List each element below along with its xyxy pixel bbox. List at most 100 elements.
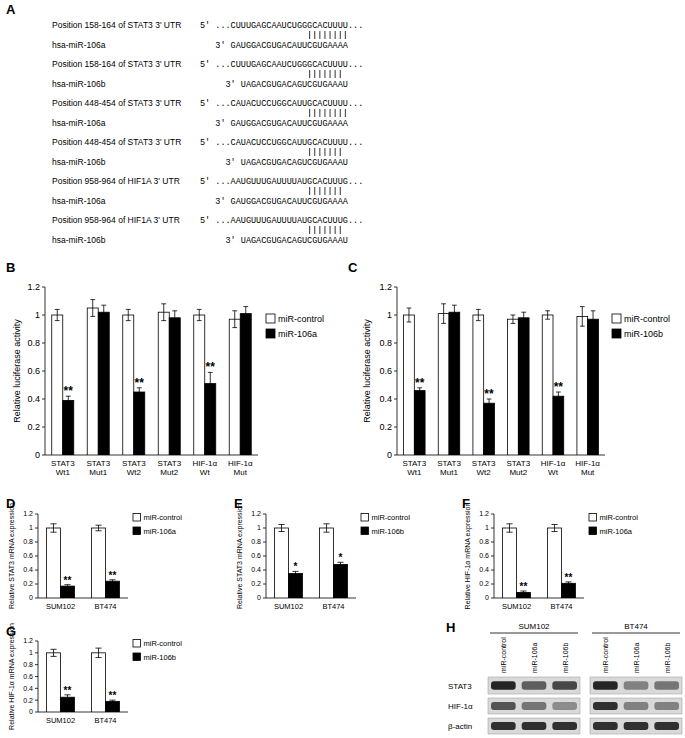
- error-line: [281, 525, 282, 532]
- pair-bar: [335, 109, 336, 117]
- bar: [484, 403, 495, 455]
- bar-chart: E00.20.40.60.811.2Relative STAT3 mRNA ex…: [234, 496, 410, 611]
- y-axis-label: Relative HIF-1α mRNA expression: [8, 623, 16, 730]
- significance: *: [294, 561, 298, 572]
- error-line: [523, 312, 524, 323]
- y-tick: [35, 514, 38, 515]
- y-tick: [394, 427, 397, 428]
- y-tick: [35, 641, 38, 642]
- band: [593, 702, 618, 710]
- error-line: [234, 311, 235, 328]
- error-cap: [243, 320, 248, 321]
- y-tick-label: 0.2: [27, 422, 40, 432]
- error-line: [454, 305, 455, 319]
- y-tick-label: 0.8: [23, 661, 33, 668]
- panel-letter: A: [6, 2, 16, 17]
- error-cap: [64, 587, 70, 588]
- target-sequence: 5' ...AAUGUUUGAUUUUAUGCACUUUG...: [200, 216, 363, 226]
- pair-bar: [319, 109, 320, 117]
- error-bar: [243, 307, 248, 321]
- x-tick-label: STAT3Wt1: [51, 459, 75, 477]
- bar: [87, 308, 98, 455]
- y-tick: [42, 455, 45, 456]
- error-cap: [137, 396, 142, 397]
- group-label: SUM102: [518, 622, 550, 631]
- bar: [518, 318, 529, 455]
- error-cap: [55, 309, 60, 310]
- pair-bar: [330, 109, 331, 117]
- lane-label: miR-control: [602, 637, 609, 673]
- blot-strip: [590, 677, 682, 694]
- error-line: [199, 309, 200, 320]
- label-line: STAT3: [157, 459, 181, 468]
- bar: [503, 528, 517, 598]
- pair-bar: [340, 70, 341, 78]
- x-tick-label: STAT3Wt2: [472, 459, 496, 477]
- target-sequence: 5' ...CUUUGAGCAAUCUGGGCACUUUU...: [200, 21, 363, 31]
- x-tick-label: SUM102: [502, 602, 531, 611]
- panel-letter: B: [6, 260, 15, 275]
- mirna-label: hsa-miR-106a: [52, 118, 106, 128]
- error-cap: [520, 593, 526, 594]
- pair-bar: [309, 31, 310, 39]
- label-line: Mut: [581, 468, 595, 477]
- y-tick: [491, 556, 494, 557]
- y-tick: [263, 542, 266, 543]
- legend-label: miR-106a: [600, 527, 633, 536]
- error-line: [174, 311, 175, 325]
- y-tick-label: 0.2: [23, 697, 33, 704]
- pair-bar: [340, 31, 341, 39]
- pair-bar: [330, 187, 331, 195]
- legend-swatch: [612, 314, 621, 323]
- error-cap: [161, 303, 166, 304]
- legend-swatch: [133, 653, 141, 661]
- row-label: HIF-1α: [448, 702, 473, 711]
- y-axis-label: Relative STAT3 mRNA expression: [236, 503, 244, 609]
- bar: [98, 312, 109, 455]
- plot-area: [52, 300, 252, 455]
- pair-bar: [319, 31, 320, 39]
- group-label: BT474: [624, 622, 648, 631]
- legend: miR-controlmiR-106a: [266, 314, 324, 339]
- plot-area: [404, 304, 599, 455]
- lane-label: miR-106a: [531, 643, 538, 673]
- error-cap: [50, 532, 56, 533]
- y-tick: [263, 514, 266, 515]
- x-tick-label: BT474: [94, 716, 116, 725]
- band: [593, 681, 618, 690]
- error-cap: [90, 299, 95, 300]
- y-tick: [35, 688, 38, 689]
- error-cap: [476, 320, 481, 321]
- y-tick: [35, 542, 38, 543]
- figure: APosition 158-164 of STAT3 3' UTRhsa-miR…: [0, 0, 685, 738]
- error-line: [478, 309, 479, 320]
- bar-chart: B00.20.40.60.811.2Relative luciferase ac…: [6, 260, 324, 477]
- y-tick: [394, 371, 397, 372]
- plot-area: [275, 524, 348, 598]
- blot-strip: [590, 718, 682, 734]
- bar: [106, 581, 120, 598]
- y-tick-label: 0.2: [23, 580, 33, 587]
- legend-label: miR-control: [372, 513, 411, 522]
- label-line: SUM102: [274, 602, 303, 611]
- target-label: Position 448-454 of STAT3 3' UTR: [52, 98, 181, 108]
- pair-bar: [314, 226, 315, 234]
- error-bar: [506, 524, 512, 532]
- y-tick: [35, 712, 38, 713]
- target-sequence: 5' ...AAUGUUUGAUUUUAUGCACUUUG...: [200, 177, 363, 187]
- error-cap: [580, 326, 585, 327]
- target-label: Position 958-964 of HIF1A 3' UTR: [52, 215, 180, 225]
- target-sequence: 5' ...CAUACUCCUGGCAUUGCACUUUU...: [200, 99, 363, 109]
- lane-label: miR-106b: [562, 643, 569, 673]
- error-cap: [278, 531, 284, 532]
- label-line: Mut2: [160, 468, 178, 477]
- lane-label: miR-106b: [664, 643, 671, 673]
- y-tick-label: 1.2: [27, 282, 40, 292]
- error-cap: [50, 649, 56, 650]
- label-line: Wt1: [407, 468, 422, 477]
- error-line: [582, 307, 583, 327]
- bar: [320, 528, 334, 598]
- mirna-label: hsa-miR-106a: [52, 40, 106, 50]
- error-cap: [441, 303, 446, 304]
- significance: **: [109, 690, 117, 701]
